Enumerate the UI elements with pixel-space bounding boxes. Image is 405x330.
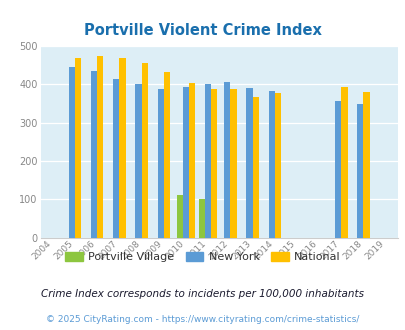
Bar — [176, 195, 182, 238]
Bar — [356, 104, 362, 238]
Bar — [334, 101, 341, 238]
Legend: Portville Village, New York, National: Portville Village, New York, National — [60, 248, 345, 267]
Bar — [341, 87, 347, 238]
Bar — [274, 93, 280, 238]
Bar — [230, 89, 236, 238]
Bar — [182, 87, 189, 238]
Bar — [75, 58, 81, 238]
Bar — [157, 89, 163, 238]
Bar — [246, 88, 252, 238]
Bar — [211, 89, 217, 238]
Bar — [113, 79, 119, 238]
Text: Crime Index corresponds to incidents per 100,000 inhabitants: Crime Index corresponds to incidents per… — [41, 289, 364, 299]
Bar — [141, 63, 147, 238]
Bar — [362, 92, 369, 238]
Bar — [68, 67, 75, 238]
Bar — [224, 82, 230, 238]
Bar — [163, 72, 170, 238]
Bar — [252, 97, 258, 238]
Bar — [119, 58, 125, 238]
Text: Portville Violent Crime Index: Portville Violent Crime Index — [84, 23, 321, 38]
Bar — [189, 82, 195, 238]
Text: © 2025 CityRating.com - https://www.cityrating.com/crime-statistics/: © 2025 CityRating.com - https://www.city… — [46, 315, 359, 324]
Bar — [91, 71, 97, 238]
Bar — [97, 56, 103, 238]
Bar — [268, 91, 274, 238]
Bar — [198, 199, 205, 238]
Bar — [205, 84, 211, 238]
Bar — [135, 84, 141, 238]
